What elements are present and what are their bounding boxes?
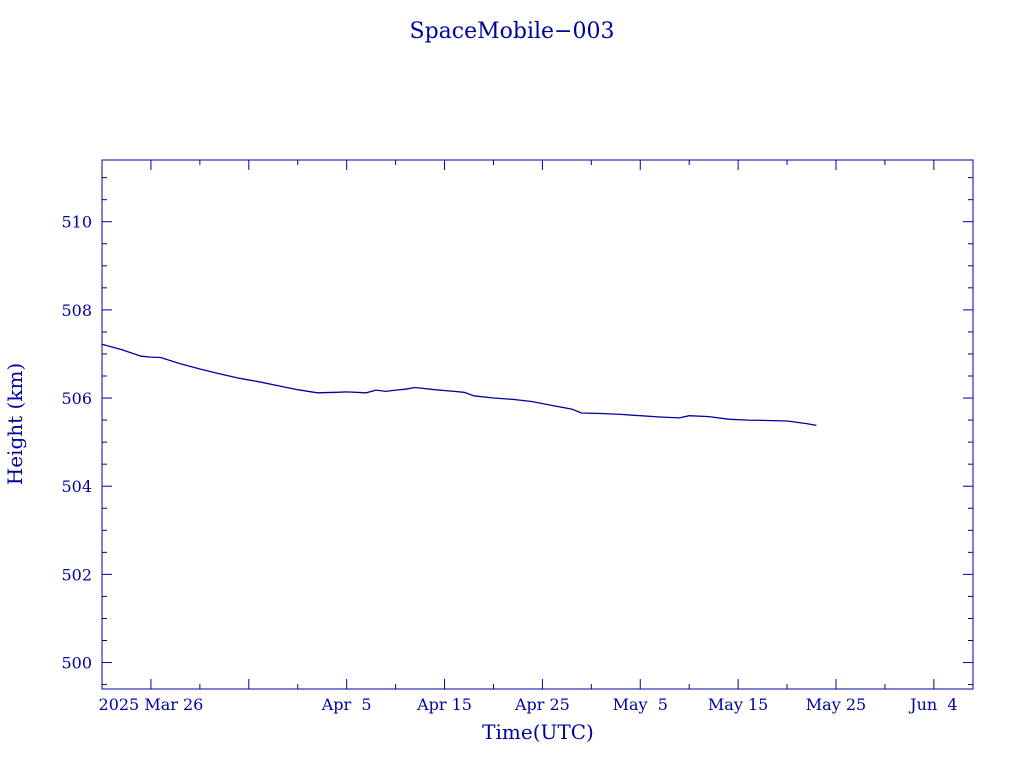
y-tick-label: 506 <box>61 389 92 408</box>
x-tick-label: May 25 <box>806 695 866 714</box>
axis-ticks <box>101 160 973 689</box>
x-tick-label: Apr 5 <box>321 695 372 714</box>
x-tick-label: Apr 25 <box>514 695 570 714</box>
x-tick-label: May 15 <box>708 695 768 714</box>
x-tick-label: May 5 <box>613 695 668 714</box>
x-tick-labels: 2025 Mar 26 Apr 5 Apr 15 Apr 25 May 5 May 15 M… <box>99 695 958 714</box>
series-line <box>101 343 817 427</box>
x-tick-label: Apr 15 <box>416 695 472 714</box>
x-tick-label: 2025 Mar 26 <box>99 695 204 714</box>
chart-title: SpaceMobile−003 <box>410 19 615 44</box>
plot-frame <box>101 159 974 690</box>
y-tick-labels: 500 502 504 506 508 510 <box>61 213 92 673</box>
y-axis-label: Height (km) <box>3 363 27 485</box>
x-tick-label: Jun 4 <box>908 695 957 714</box>
y-tick-label: 504 <box>61 477 92 496</box>
y-tick-label: 502 <box>61 565 92 584</box>
y-tick-label: 500 <box>61 654 92 673</box>
x-axis-label: Time(UTC) <box>482 720 594 744</box>
y-tick-label: 510 <box>61 213 92 232</box>
y-tick-label: 508 <box>61 301 92 320</box>
